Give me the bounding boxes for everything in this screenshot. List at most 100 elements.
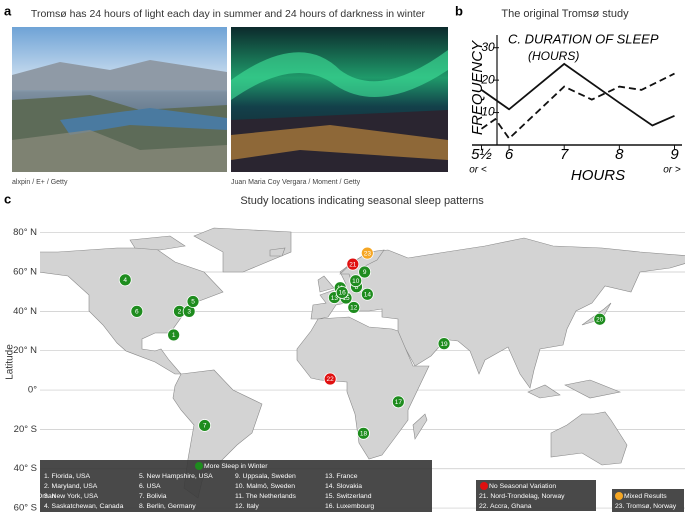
legend-entry: 18. Namibia bbox=[0, 483, 36, 490]
y-tick-label: 60° S bbox=[14, 503, 37, 514]
marker-label: 18 bbox=[360, 431, 368, 438]
legend-entry: 5. New Hampshire, USA bbox=[139, 473, 213, 480]
legend-entry: 11. The Netherlands bbox=[235, 493, 297, 500]
location-marker bbox=[360, 246, 374, 260]
legend-entry: 21. Nord-Trondelag, Norway bbox=[479, 493, 565, 500]
legend-entry: 6. USA bbox=[139, 483, 161, 490]
legend-title: More Sleep in Winter bbox=[204, 463, 268, 470]
marker-label: 19 bbox=[440, 341, 448, 348]
location-marker bbox=[357, 426, 370, 440]
legend-swatch bbox=[615, 492, 623, 500]
legend-entry: 2. Maryland, USA bbox=[44, 483, 98, 490]
legend-title: No Seasonal Variation bbox=[489, 483, 556, 490]
marker-label: 9 bbox=[363, 269, 367, 276]
location-marker bbox=[391, 395, 405, 409]
legend-entry: 20. Japan bbox=[0, 503, 30, 510]
sketch-chart: 10 20 30 5½ 6 7 8 9 FREQUENCY HOURS C. DURATION OF… bbox=[469, 31, 682, 184]
legend-entry: 8. Berlin, Germany bbox=[139, 503, 196, 510]
legend-entry: 3. New York, USA bbox=[44, 493, 98, 500]
y-tick-label: 40° N bbox=[13, 306, 37, 317]
legend-entry: 1. Florida, USA bbox=[44, 473, 91, 480]
markers: 1234567891011121314151617181920212223 bbox=[118, 246, 607, 440]
x-tick-label: 5½ bbox=[471, 146, 492, 163]
data-line bbox=[480, 62, 675, 127]
location-marker bbox=[198, 419, 212, 432]
marker-label: 5 bbox=[191, 299, 195, 306]
legend: More Sleep in Winter 1. Florida, USA 2. Ma… bbox=[0, 460, 684, 512]
axis-label: Latitude bbox=[5, 344, 16, 380]
axis-label: FREQUENCY bbox=[469, 40, 486, 135]
y-tick-label: 60° N bbox=[13, 267, 37, 278]
data-line bbox=[480, 72, 675, 140]
location-marker bbox=[118, 273, 132, 287]
legend-box bbox=[612, 489, 684, 512]
location-marker bbox=[347, 301, 361, 314]
annotation: C. DURATION OF SLEEP bbox=[508, 31, 659, 46]
x-tick-label: 6 bbox=[505, 146, 514, 163]
marker-label: 20 bbox=[596, 316, 604, 323]
legend-entry: 17. Tanzania bbox=[0, 473, 39, 480]
marker-label: 15 bbox=[342, 295, 350, 302]
marker-label: 22 bbox=[327, 376, 335, 383]
legend-entry: 12. Italy bbox=[235, 503, 259, 510]
marker-label: 16 bbox=[339, 290, 347, 297]
legend-entry: 15. Switzerland bbox=[325, 493, 372, 500]
y-tick-label: 40° S bbox=[14, 463, 37, 474]
legend-entry: 16. Luxembourg bbox=[325, 503, 374, 510]
marker-label: 17 bbox=[395, 399, 403, 406]
photo-credit: Juan Maria Coy Vergara / Moment / Getty bbox=[231, 179, 361, 186]
map-title: Study locations indicating seasonal slee… bbox=[240, 195, 484, 207]
y-tick-label: 30 bbox=[481, 40, 495, 54]
marker-label: 14 bbox=[364, 291, 372, 298]
marker-label: 23 bbox=[364, 250, 372, 257]
marker-label: 10 bbox=[352, 278, 360, 285]
panel-label: c bbox=[4, 191, 11, 206]
marker-label: 1 bbox=[172, 332, 176, 339]
legend-entry: 7. Bolivia bbox=[139, 493, 167, 500]
marker-label: 8 bbox=[355, 284, 359, 291]
annotation: or > bbox=[663, 165, 681, 176]
legend-entry: 9. Uppsala, Sweden bbox=[235, 473, 296, 480]
panel-label: a bbox=[4, 3, 12, 18]
x-tick-label: 7 bbox=[560, 146, 569, 163]
panel-label: b bbox=[455, 3, 463, 18]
y-tick-label: 20° N bbox=[13, 345, 37, 356]
marker-label: 2 bbox=[178, 309, 182, 316]
y-tick-label: 20 bbox=[480, 72, 495, 86]
legend-title: Mixed Results bbox=[624, 493, 667, 500]
legend-box bbox=[40, 460, 432, 512]
photo-credit: alxpin / E+ / Getty bbox=[12, 179, 68, 186]
marker-label: 12 bbox=[350, 305, 358, 312]
legend-entry: 23. Tromsø, Norway bbox=[615, 503, 677, 510]
legend-box bbox=[476, 480, 596, 511]
legend-entry: 19. Muscat, Oman bbox=[0, 493, 56, 500]
location-marker bbox=[358, 265, 372, 279]
marker-label: 13 bbox=[331, 295, 339, 302]
location-marker bbox=[186, 295, 200, 308]
location-marker bbox=[346, 257, 360, 271]
y-tick-label: 0° bbox=[28, 385, 37, 396]
marker-label: 21 bbox=[349, 261, 357, 268]
annotation: (HOURS) bbox=[528, 49, 579, 63]
marker-label: 4 bbox=[123, 277, 127, 284]
photo bbox=[12, 27, 227, 172]
x-tick-label: 8 bbox=[615, 146, 624, 163]
marker-label: 6 bbox=[135, 309, 139, 316]
legend-entry: 14. Slovakia bbox=[325, 483, 362, 490]
chart-title: The original Tromsø study bbox=[501, 8, 629, 20]
caption: Tromsø has 24 hours of light each day in… bbox=[31, 8, 426, 20]
location-marker bbox=[323, 372, 337, 386]
marker-label: 3 bbox=[187, 309, 191, 316]
y-tick-label: 80° N bbox=[13, 227, 37, 238]
location-marker bbox=[593, 312, 607, 326]
legend-entry: 13. France bbox=[325, 473, 358, 480]
location-marker bbox=[349, 274, 363, 288]
legend-entry: 4. Saskatchewan, Canada bbox=[44, 503, 124, 510]
legend-swatch bbox=[195, 462, 203, 470]
location-marker bbox=[437, 337, 451, 351]
x-tick-label: 9 bbox=[670, 146, 679, 163]
axis-label: HOURS bbox=[571, 167, 625, 184]
marker-label: 7 bbox=[203, 423, 207, 430]
